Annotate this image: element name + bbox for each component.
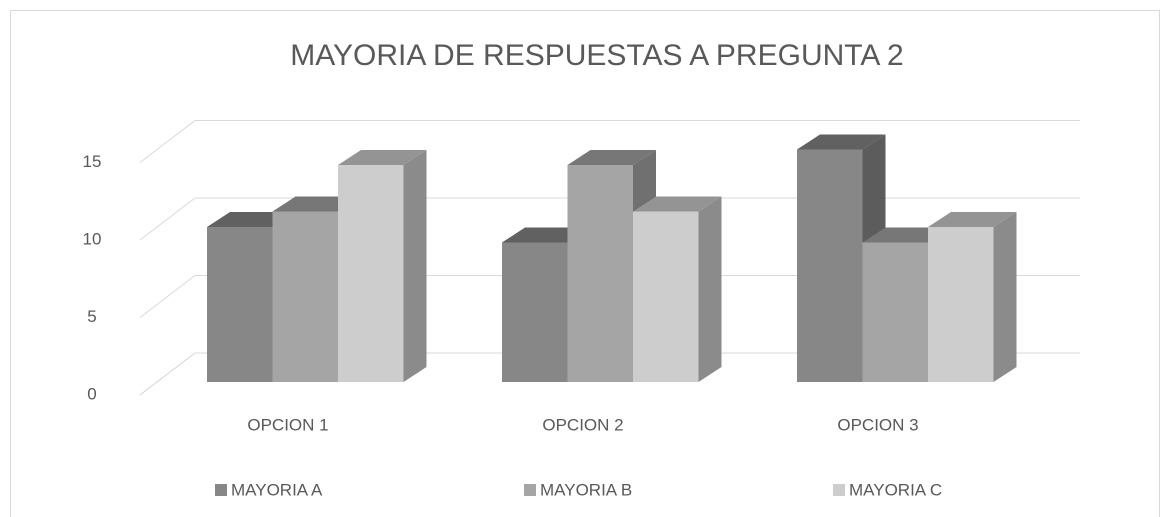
grid-line: [139, 120, 1080, 163]
bar-top: [797, 134, 886, 150]
bar: [797, 149, 863, 382]
bar-top: [928, 212, 1017, 227]
legend-label: MAYORIA A: [231, 480, 323, 499]
y-tick-label: 5: [87, 307, 96, 326]
grid-line: [139, 197, 1080, 241]
legend-swatch: [524, 484, 536, 496]
bar-top: [633, 196, 722, 212]
x-tick-label: OPCION 2: [542, 415, 623, 434]
legend-label: MAYORIA C: [849, 480, 942, 499]
bar: [502, 242, 568, 382]
bar-side: [993, 212, 1017, 382]
y-tick-label: 0: [87, 384, 96, 403]
bar: [338, 165, 404, 382]
bar: [207, 227, 273, 382]
x-tick-label: OPCION 3: [837, 415, 918, 434]
bar-top: [338, 150, 427, 165]
grid-line: [139, 275, 1080, 318]
bar-side: [403, 150, 427, 382]
legend-swatch: [833, 484, 845, 496]
bar: [633, 211, 699, 382]
bar-side: [698, 196, 722, 382]
y-tick-label: 15: [83, 152, 102, 171]
legend-label: MAYORIA B: [540, 480, 632, 499]
chart-title: MAYORIA DE RESPUESTAS A PREGUNTA 2: [290, 39, 904, 72]
bar-top: [567, 150, 656, 165]
bar: [928, 227, 994, 382]
grid-line: [139, 352, 1080, 396]
x-tick-label: OPCION 1: [247, 415, 328, 434]
y-tick-label: 10: [83, 229, 102, 248]
bar: [272, 211, 338, 382]
legend-swatch: [215, 484, 227, 496]
bar: [567, 165, 633, 382]
bar: [862, 242, 928, 382]
